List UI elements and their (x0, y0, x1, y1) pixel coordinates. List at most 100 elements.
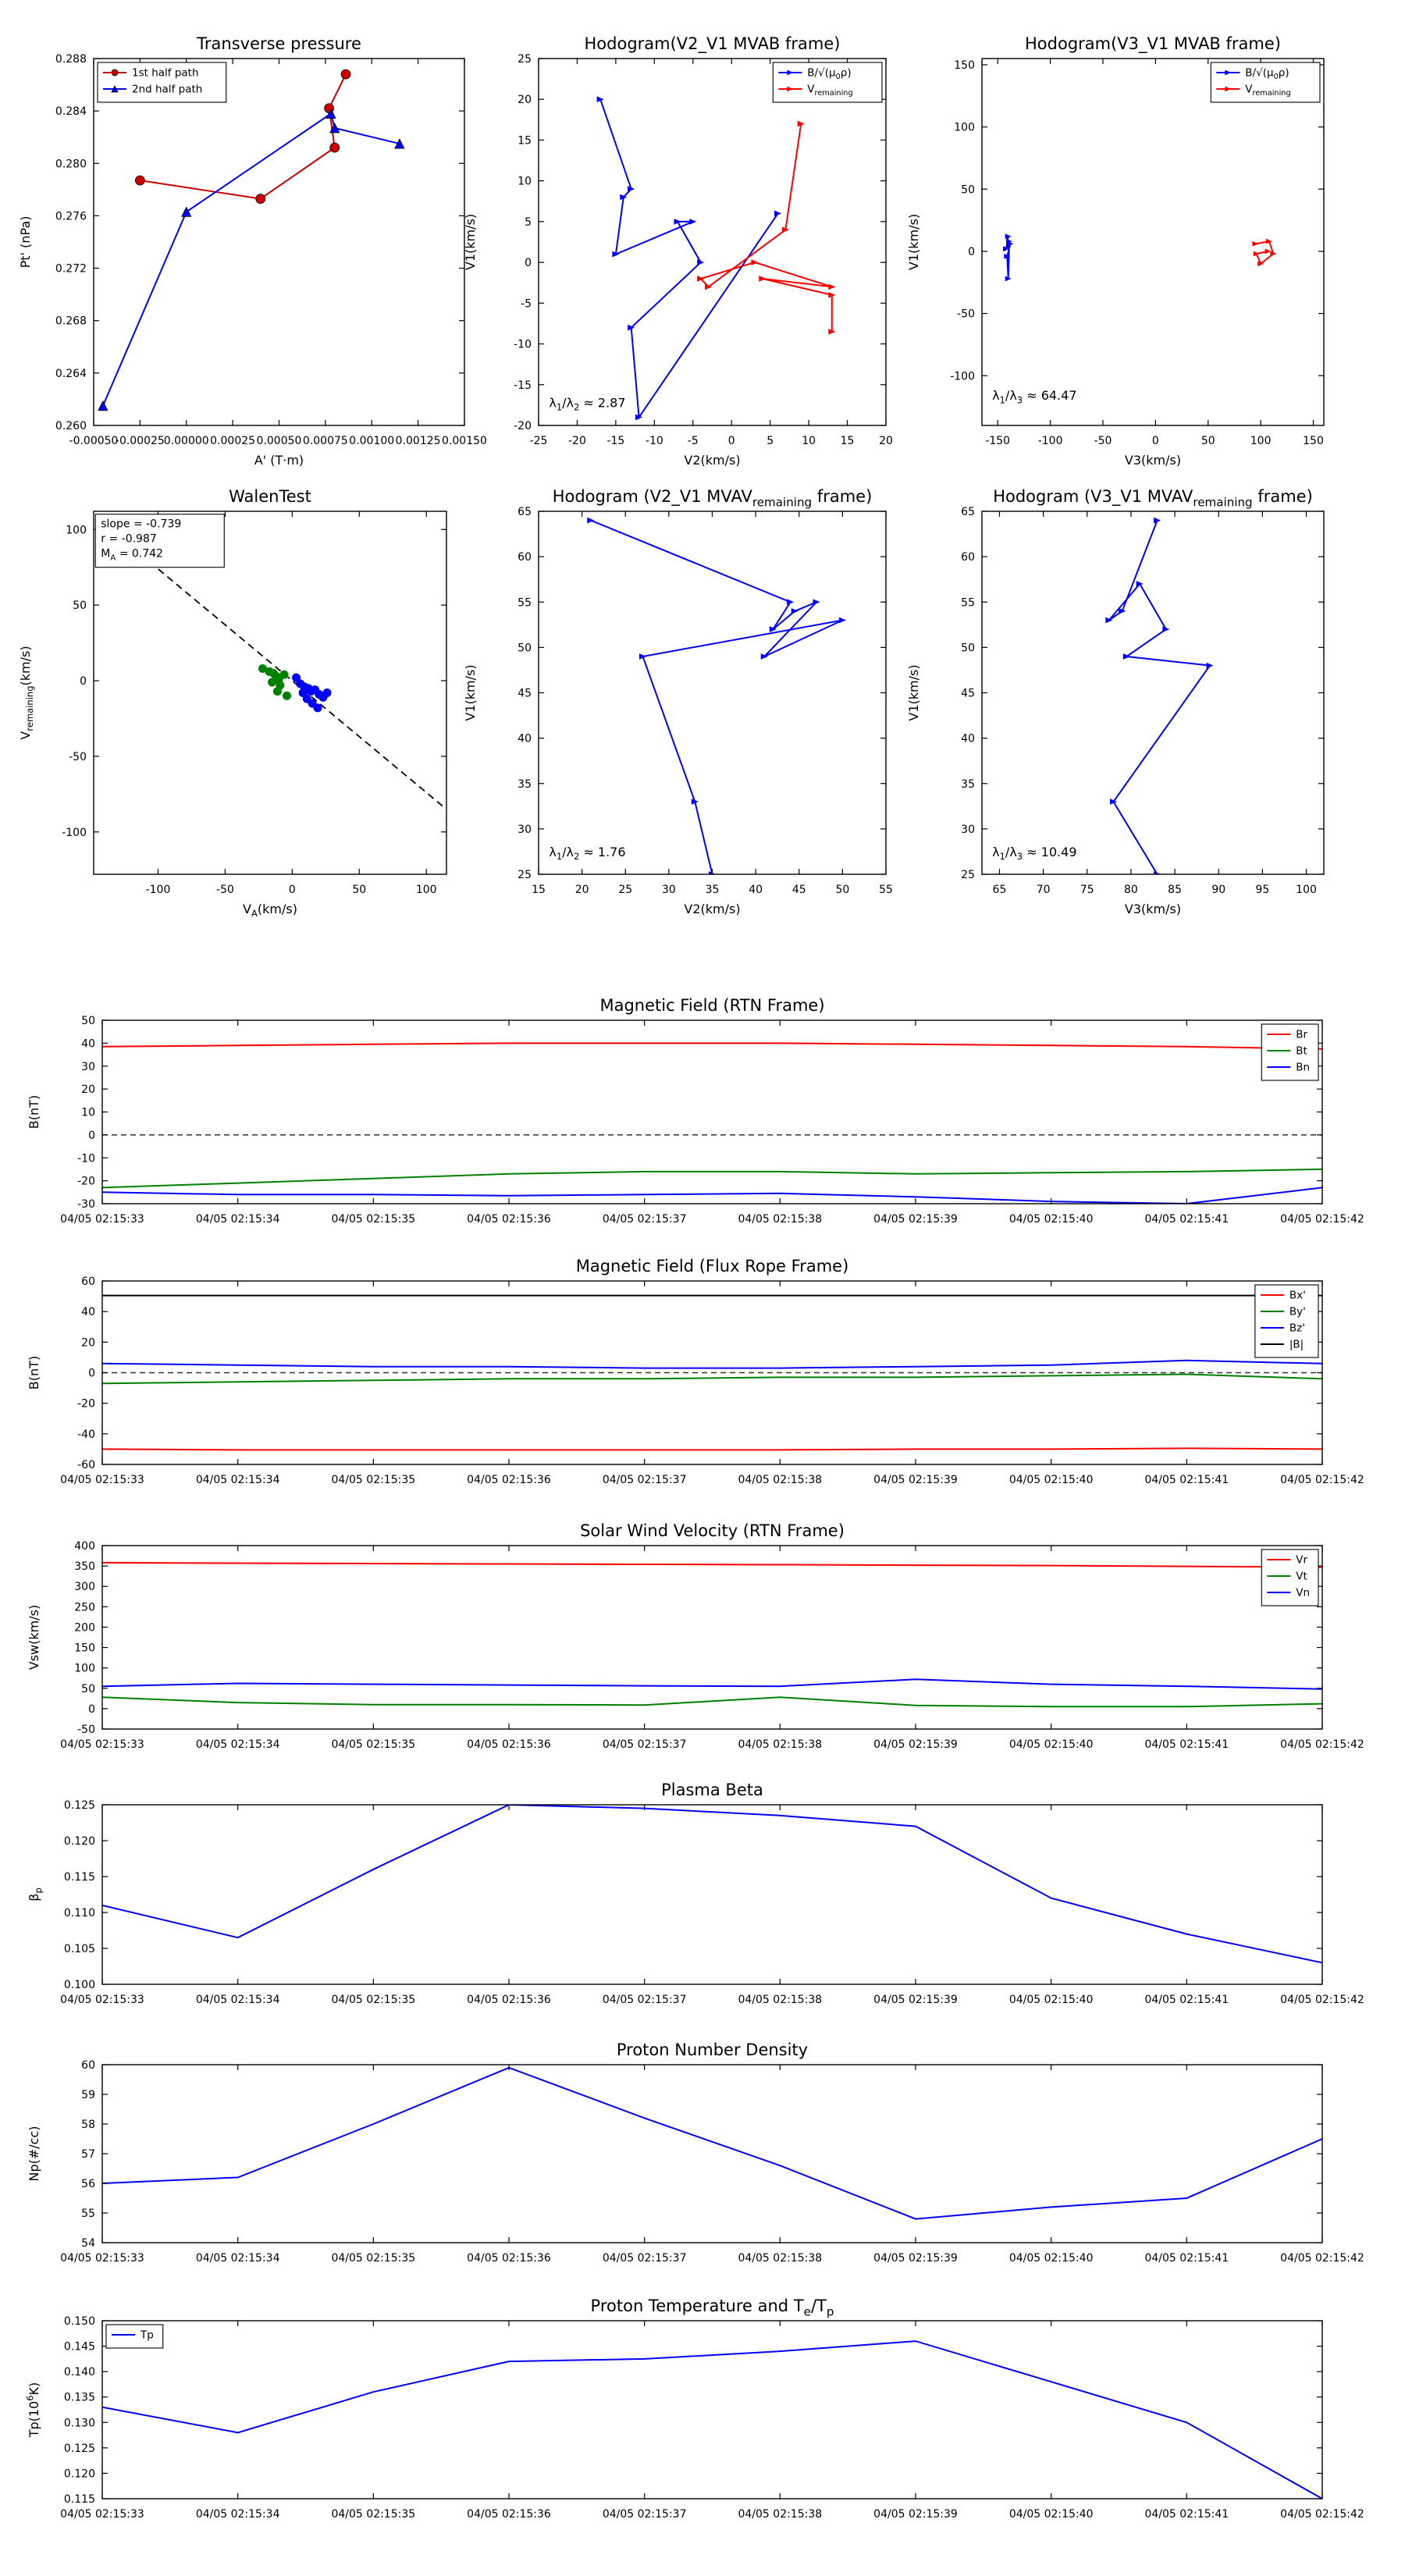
marker (791, 608, 799, 614)
legend-label: |B| (1289, 1339, 1304, 1351)
chart-proton_density: 04/05 02:15:33 04/05 02:15:34 04/05 02:15:… (27, 2041, 1364, 2265)
chart-mag_rtn: 04/05 02:15:33 04/05 02:15:34 04/05 02:15:… (27, 996, 1364, 1226)
y-tick-label: 0 (88, 1130, 95, 1142)
series-beta_p (102, 1805, 1322, 1964)
y-tick-label: -50 (77, 1724, 95, 1736)
marker (272, 687, 282, 696)
y-tick-label: 0.288 (55, 53, 87, 66)
y-tick-label: 0.115 (64, 2493, 95, 2506)
x-axis-label: V2(km/s) (684, 453, 740, 468)
plot-area (982, 511, 1324, 874)
plot-area (102, 1020, 1322, 1204)
x-tick-label: 04/05 02:15:38 (738, 1213, 822, 1226)
x-tick-label: 04/05 02:15:41 (1144, 1474, 1229, 1486)
x-tick-label: 04/05 02:15:36 (467, 1738, 551, 1751)
y-tick-label: 0.268 (55, 315, 87, 328)
marker (628, 324, 635, 331)
x-tick-label: 04/05 02:15:35 (331, 1738, 415, 1751)
y-tick-label: 30 (518, 824, 532, 836)
legend-label: Vremaining (1245, 84, 1290, 98)
x-axis-label: A' (T·m) (254, 453, 304, 468)
annotation: λ1/λ3 ≈ 10.49 (992, 845, 1076, 862)
marker (279, 670, 289, 679)
y-tick-label: 0.125 (64, 1799, 95, 1812)
x-tick-label: 04/05 02:15:40 (1009, 1994, 1094, 2006)
marker (697, 259, 705, 265)
x-tick-label: 20 (575, 884, 589, 896)
marker (635, 414, 643, 421)
legend-label: Vr (1296, 1554, 1307, 1567)
x-tick-label: 0.00025 (210, 435, 255, 447)
marker (787, 69, 794, 76)
marker (134, 175, 145, 186)
y-tick-label: 60 (81, 2059, 95, 2072)
x-tick-label: -20 (568, 435, 586, 447)
marker (1252, 240, 1259, 247)
annotation: λ1/λ3 ≈ 64.47 (992, 388, 1076, 405)
legend-label: Bt (1296, 1045, 1307, 1058)
x-tick-label: 04/05 02:15:37 (603, 2508, 687, 2521)
stats-line: MA = 0.742 (101, 548, 163, 563)
legend-label: 1st half path (132, 67, 199, 80)
marker (828, 292, 836, 298)
chart-title: Magnetic Field (Flux Rope Frame) (576, 1257, 849, 1276)
marker (298, 688, 308, 697)
y-tick-label: 35 (961, 778, 975, 791)
x-axis-label: V3(km/s) (1125, 902, 1181, 916)
series-Bz' (102, 1359, 1322, 1369)
x-tick-label: 04/05 02:15:34 (196, 2252, 280, 2265)
x-tick-label: 0.00100 (349, 435, 394, 447)
x-tick-label: 25 (618, 884, 632, 896)
y-tick-label: 50 (961, 183, 975, 196)
marker (705, 283, 713, 290)
y-tick-label: 0.110 (64, 1907, 95, 1920)
marker (1005, 233, 1012, 240)
y-tick-label: -30 (77, 1198, 95, 1211)
chart-title: Plasma Beta (661, 1781, 763, 1799)
x-tick-label: 04/05 02:15:42 (1280, 1213, 1364, 1226)
marker (313, 703, 322, 713)
y-tick-label: 55 (81, 2208, 95, 2220)
y-tick-label: 45 (961, 688, 975, 700)
y-tick-label: 0 (968, 246, 975, 258)
axes-frame (101, 2320, 1323, 2500)
y-tick-label: 0.150 (64, 2315, 95, 2328)
marker (329, 142, 340, 153)
marker (689, 219, 697, 225)
y-tick-label: 15 (518, 134, 532, 147)
chart-title: Magnetic Field (RTN Frame) (599, 996, 824, 1015)
x-tick-label: 04/05 02:15:36 (467, 2508, 551, 2521)
x-tick-label: 04/05 02:15:38 (738, 1474, 822, 1486)
series-Bt (102, 1168, 1322, 1189)
marker (111, 69, 119, 76)
x-tick-label: 0.00075 (303, 435, 348, 447)
legend-label: B/√(μ0ρ) (807, 67, 851, 82)
legend-label: Bn (1296, 1062, 1310, 1074)
legend-label: 2nd half path (132, 84, 202, 96)
marker (674, 219, 681, 225)
x-tick-label: 04/05 02:15:39 (873, 1738, 958, 1751)
y-tick-label: 60 (961, 551, 975, 564)
marker (774, 210, 782, 217)
y-tick-label: 40 (961, 733, 975, 745)
x-axis-label: V2(km/s) (684, 902, 740, 916)
marker (1225, 86, 1232, 92)
x-tick-label: 50 (352, 884, 366, 896)
x-tick-label: 04/05 02:15:40 (1009, 2252, 1094, 2265)
y-tick-label: 50 (81, 1683, 95, 1695)
chart-vsw_rtn: 04/05 02:15:33 04/05 02:15:34 04/05 02:15:… (27, 1521, 1364, 1751)
chart-hodogram_v2v1_mvab: -25 -20 -15 -10 -5 0 5 10 15 20 -20 -15 -10 -5 0 5 10 15 2… (463, 34, 893, 468)
y-axis-label: V1(km/s) (906, 664, 921, 720)
marker (1105, 617, 1113, 624)
axes-frame (538, 58, 887, 426)
chart-title: Solar Wind Velocity (RTN Frame) (580, 1521, 845, 1540)
marker (258, 664, 268, 673)
y-tick-label: 0.284 (55, 105, 87, 118)
marker (98, 400, 108, 411)
marker (292, 673, 301, 682)
y-tick-label: 100 (954, 122, 975, 134)
plot-area (982, 59, 1324, 425)
y-axis-label: Tp(106K) (25, 2382, 41, 2439)
